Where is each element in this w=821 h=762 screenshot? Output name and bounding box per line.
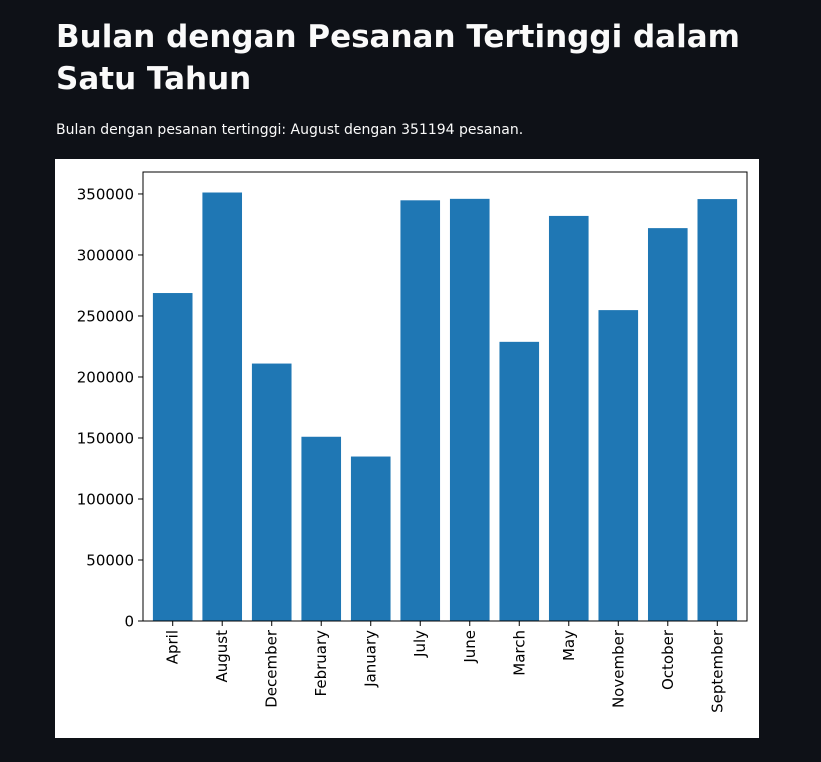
bar-april: [152, 293, 193, 621]
bar-august: [202, 192, 243, 622]
y-tick-label: 350000: [77, 185, 134, 203]
x-tick-label-september: September: [708, 629, 726, 713]
bar-september: [697, 199, 738, 621]
x-tick-label-april: April: [164, 630, 182, 664]
x-tick-label-december: December: [263, 629, 281, 708]
y-tick-label: 0: [124, 613, 134, 631]
bar-december: [251, 363, 292, 621]
y-tick-label: 250000: [77, 307, 134, 325]
x-tick-label-november: November: [609, 629, 627, 708]
bar-july: [400, 200, 441, 621]
bar-january: [350, 456, 391, 621]
plot-frame: [142, 171, 748, 622]
chart-figure: 0 50000 100000 150000 200000 250000 300000 3500…: [55, 159, 759, 738]
bar-november: [598, 310, 639, 621]
bar-june: [449, 198, 490, 621]
result-text: Bulan dengan pesanan tertinggi: August d…: [56, 122, 524, 138]
y-tick-label: 50000: [86, 551, 134, 569]
x-tick-label-october: October: [659, 629, 677, 690]
bar-may: [548, 215, 589, 621]
bar-february: [301, 436, 342, 621]
bar-chart: 0 50000 100000 150000 200000 250000 300000 3500…: [77, 171, 748, 713]
y-tick-label: 150000: [77, 429, 134, 447]
bar-march: [499, 341, 540, 621]
x-tick-label-january: January: [362, 630, 380, 688]
x-tick-label-august: August: [213, 630, 231, 683]
y-tick-label: 200000: [77, 368, 134, 386]
bar-october: [647, 228, 688, 621]
y-tick-label: 300000: [77, 246, 134, 264]
x-tick-label-june: June: [461, 630, 479, 664]
y-tick-label: 100000: [77, 490, 134, 508]
x-tick-label-july: July: [411, 630, 429, 658]
page-title: Bulan dengan Pesanan Tertinggi dalam Sat…: [56, 19, 740, 97]
x-tick-label-february: February: [312, 630, 330, 697]
x-tick-label-march: March: [510, 630, 528, 676]
x-tick-label-may: May: [560, 630, 578, 661]
